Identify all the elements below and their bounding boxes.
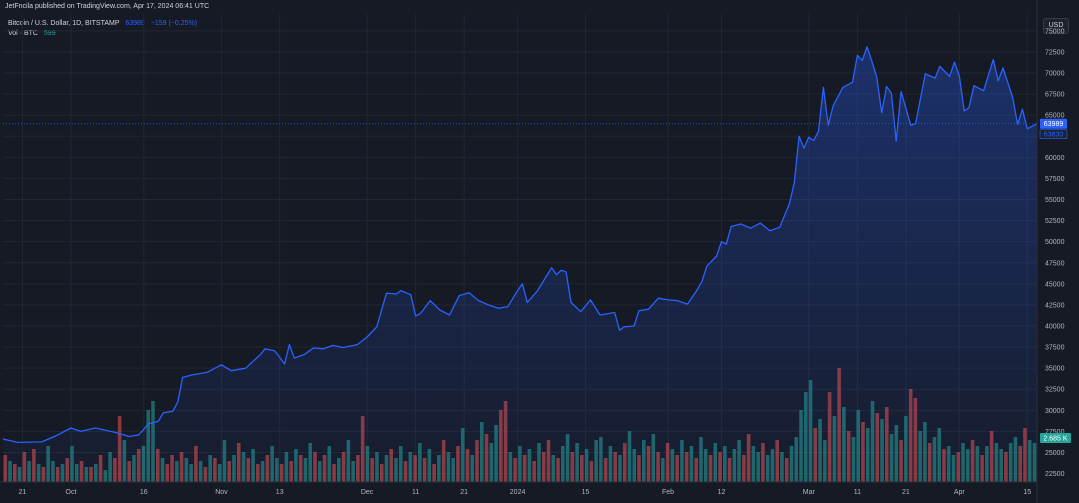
last-price-tag <box>1040 118 1067 129</box>
y-tick-label: 22500 <box>1045 471 1065 478</box>
y-tick-label: 52500 <box>1045 218 1065 225</box>
volume-legend-value: 599 <box>43 30 56 37</box>
legend-price: 63989 <box>125 20 145 27</box>
x-tick-label: Mar <box>803 489 816 496</box>
y-tick-label: 70000 <box>1045 71 1065 78</box>
y-tick-label: 72500 <box>1045 49 1065 56</box>
volume-legend-label: Vol · BTC <box>8 30 38 37</box>
y-tick-label: 47500 <box>1045 260 1065 267</box>
publisher-line: JetFncila published on TradingView.com, … <box>5 3 210 10</box>
y-tick-label: 40000 <box>1045 324 1065 331</box>
x-tick-label: Oct <box>66 489 77 496</box>
volume-tag <box>1040 433 1071 443</box>
x-tick-label: 13 <box>276 489 284 496</box>
volume-legend: Vol · BTC 599 <box>8 30 56 37</box>
x-tick-label: Dec <box>361 489 374 496</box>
price-area-fill <box>3 46 1037 483</box>
x-tick-label: 15 <box>1023 489 1031 496</box>
y-tick-label: 45000 <box>1045 281 1065 288</box>
y-tick-label: 27500 <box>1045 429 1065 436</box>
symbol-title: Bitcoin / U.S. Dollar, 1D, BITSTAMP <box>8 20 120 27</box>
y-tick-label: 75000 <box>1045 28 1065 35</box>
x-tick-label: 21 <box>460 489 468 496</box>
price-line <box>2 46 1038 444</box>
y-tick-label: 67500 <box>1045 92 1065 99</box>
y-tick-label: 42500 <box>1045 302 1065 309</box>
y-tick-label: 60000 <box>1045 155 1065 162</box>
x-tick-label: 16 <box>140 489 148 496</box>
currency-button[interactable]: USD <box>1043 18 1069 34</box>
y-tick-label: 55000 <box>1045 197 1065 204</box>
y-tick-label: 65000 <box>1045 113 1065 120</box>
x-tick-label: Apr <box>954 489 966 496</box>
y-tick-label: 50000 <box>1045 239 1065 246</box>
x-tick-label: 2024 <box>510 489 526 496</box>
x-tick-label: 12 <box>718 489 726 496</box>
symbol-legend: Bitcoin / U.S. Dollar, 1D, BITSTAMP 6398… <box>8 20 197 27</box>
x-tick-label: 15 <box>582 489 590 496</box>
last-price-label: 63989 <box>1044 121 1064 128</box>
legend-change: −159 (−0.25%) <box>150 20 198 27</box>
prev-close-label: 63830 <box>1044 132 1064 139</box>
x-tick-label: 11 <box>854 489 861 496</box>
x-tick-label: 21 <box>902 489 910 496</box>
prev-close-tag <box>1039 129 1068 140</box>
volume-last-label: 2.685 K <box>1043 436 1067 443</box>
x-tick-label: Feb <box>662 489 674 496</box>
y-tick-label: 35000 <box>1045 366 1065 373</box>
y-tick-label: 30000 <box>1045 408 1065 415</box>
y-tick-label: 25000 <box>1045 450 1065 457</box>
y-tick-label: 32500 <box>1045 387 1065 394</box>
y-tick-label: 57500 <box>1045 176 1065 183</box>
x-tick-label: 21 <box>19 489 27 496</box>
y-tick-label: 37500 <box>1045 345 1065 352</box>
x-tick-label: 11 <box>412 489 419 496</box>
x-tick-label: Nov <box>215 489 228 496</box>
price-area <box>2 46 1038 483</box>
